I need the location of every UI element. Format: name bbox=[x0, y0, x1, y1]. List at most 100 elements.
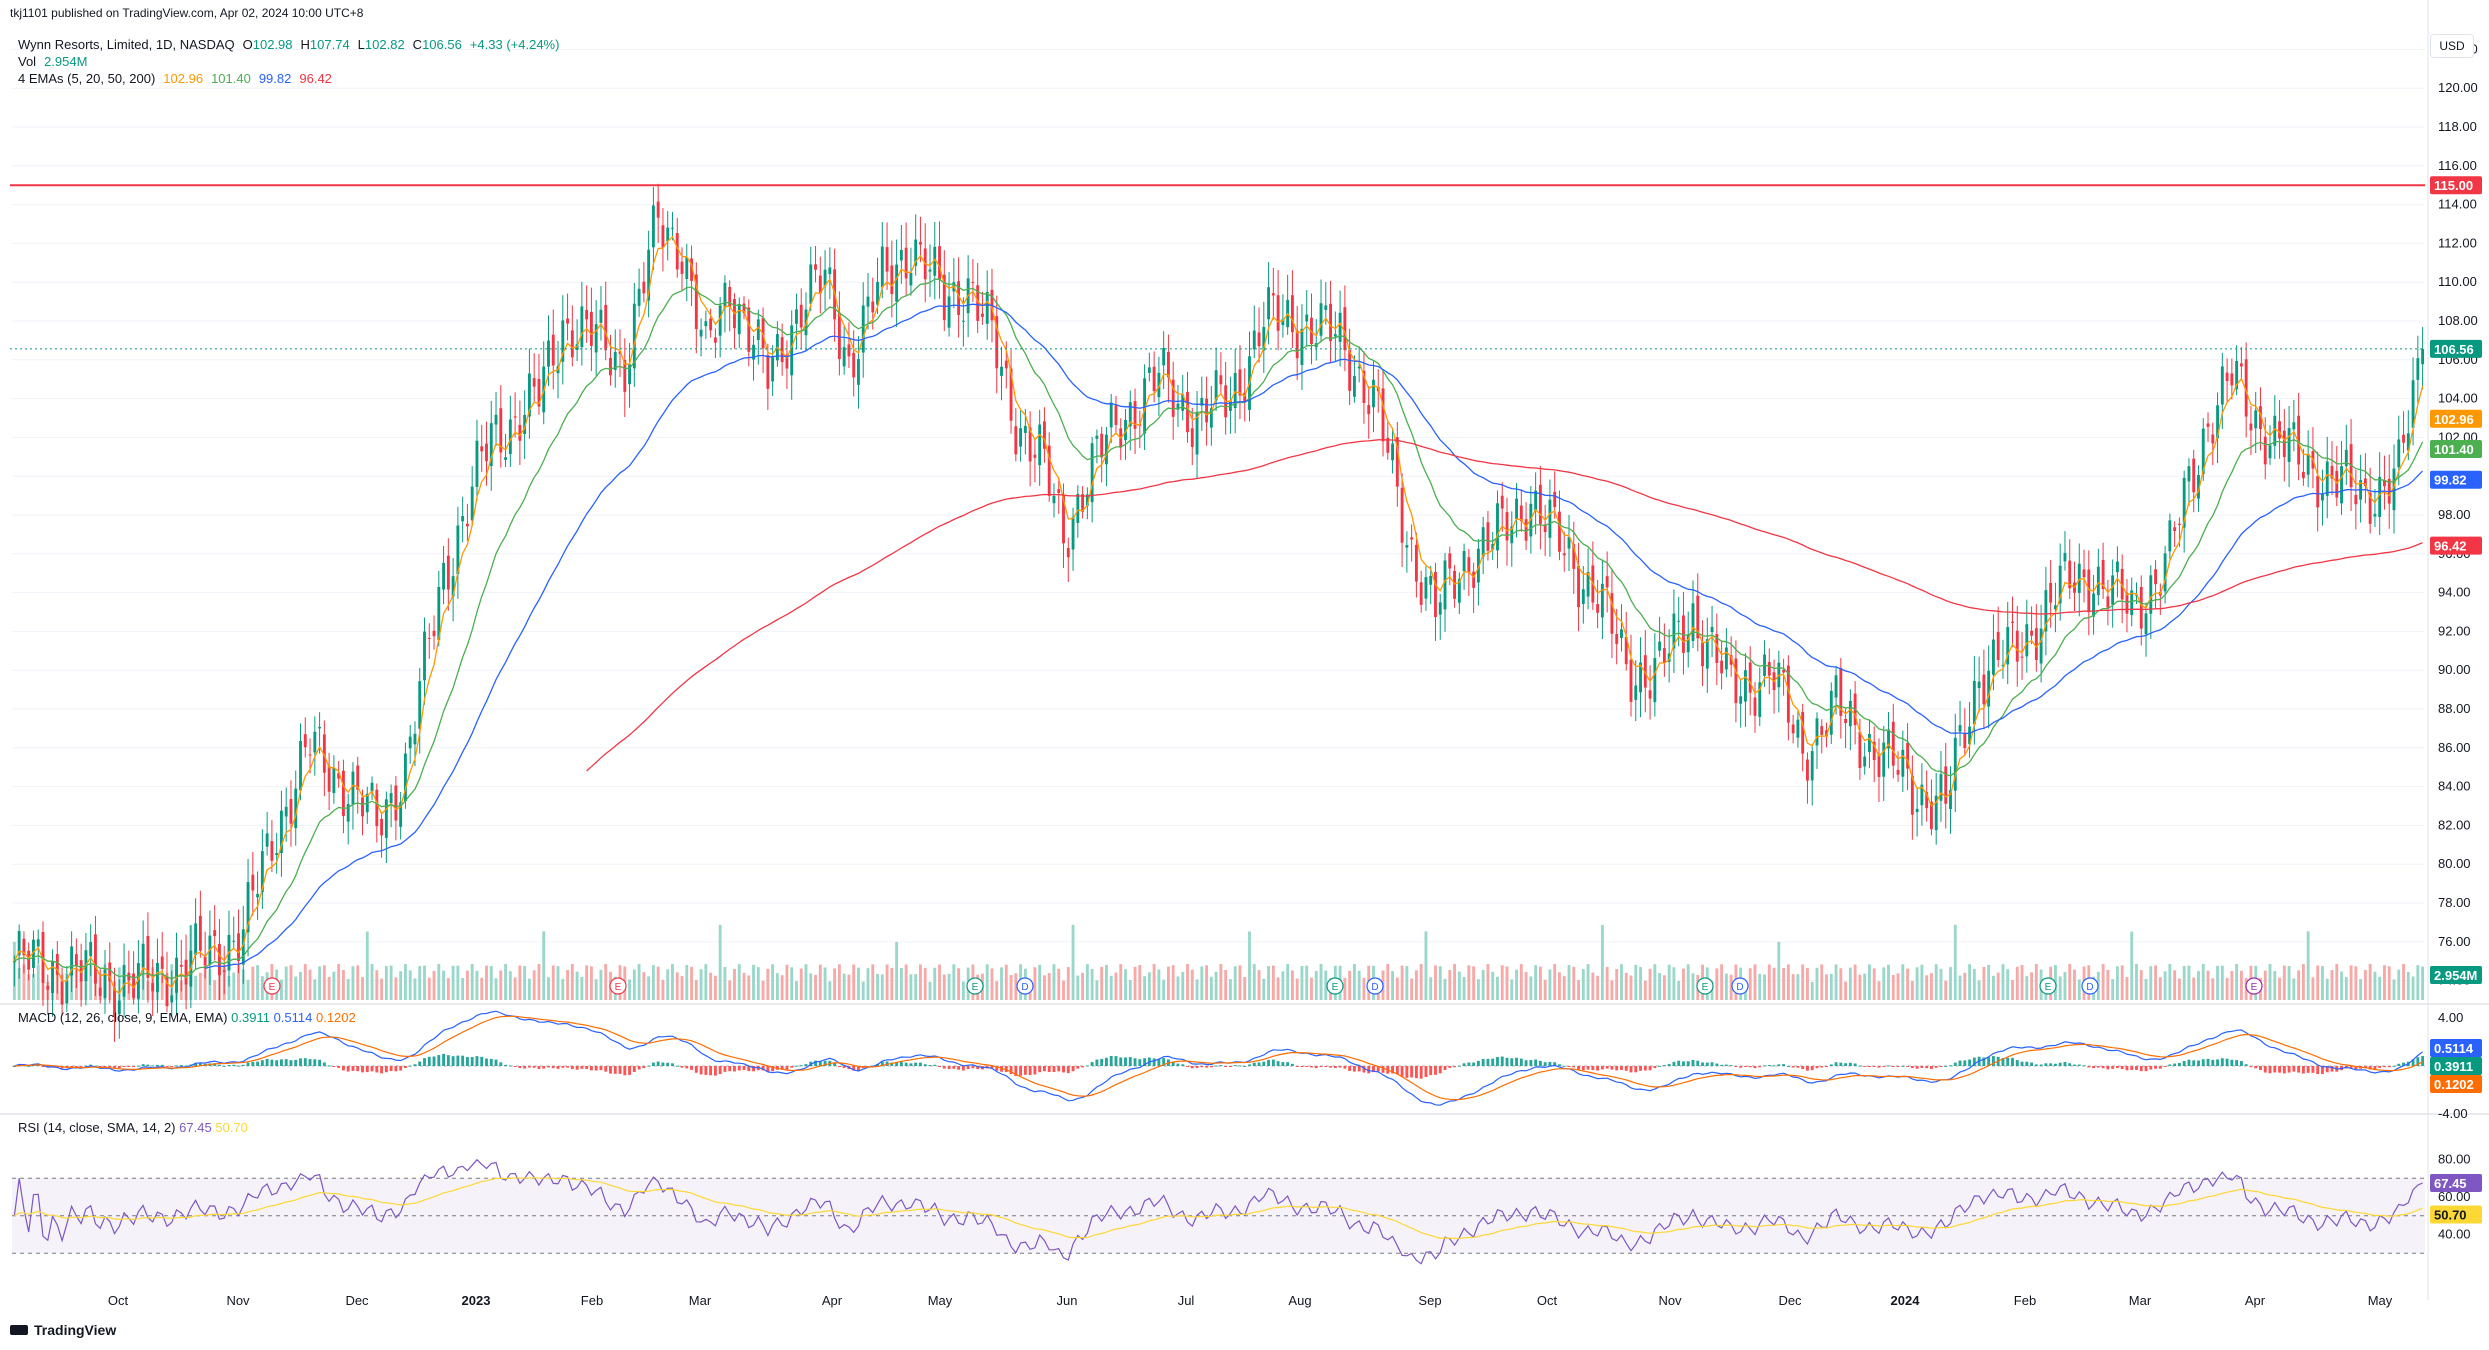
macd-histogram-bar bbox=[1720, 1064, 1724, 1066]
volume-bar bbox=[1152, 964, 1156, 1000]
macd-histogram-bar bbox=[1090, 1062, 1094, 1066]
macd-histogram-bar bbox=[2144, 1066, 2148, 1072]
candle-body bbox=[1934, 795, 1938, 831]
price-axis-label: 80.00 bbox=[2438, 856, 2471, 871]
macd-histogram-bar bbox=[1405, 1066, 1409, 1078]
candle-body bbox=[260, 851, 264, 893]
volume-bar bbox=[1238, 965, 1242, 1000]
price-axis-label: 120.00 bbox=[2438, 80, 2478, 95]
volume-bar bbox=[699, 969, 703, 1000]
candle-body bbox=[628, 364, 631, 385]
macd-histogram-bar bbox=[709, 1066, 713, 1076]
volume-bar bbox=[284, 966, 288, 1000]
macd-histogram-bar bbox=[1252, 1062, 1256, 1066]
macd-histogram-bar bbox=[1057, 1066, 1061, 1072]
candle-body bbox=[1939, 774, 1943, 801]
volume-bar bbox=[713, 975, 717, 1000]
volume-bar bbox=[1848, 967, 1852, 1000]
candle-body bbox=[380, 818, 384, 836]
candle-body bbox=[1019, 428, 1023, 447]
macd-histogram-bar bbox=[2111, 1066, 2115, 1069]
candle-body bbox=[2006, 627, 2010, 665]
macd-histogram-bar bbox=[990, 1066, 994, 1069]
macd-histogram-bar bbox=[2106, 1066, 2110, 1070]
volume-bar bbox=[2349, 965, 2353, 1000]
candle-body bbox=[346, 803, 350, 822]
volume-bar bbox=[1004, 964, 1008, 1000]
macd-histogram-bar bbox=[394, 1066, 398, 1072]
macd-histogram-bar bbox=[303, 1058, 307, 1066]
close-label: C bbox=[412, 37, 423, 52]
candle-body bbox=[585, 309, 589, 320]
candle-body bbox=[818, 275, 822, 294]
rsi-label[interactable]: RSI (14, close, SMA, 14, 2) bbox=[18, 1120, 176, 1135]
macd-histogram-bar bbox=[2316, 1066, 2320, 1075]
macd-value: 0.5114 bbox=[273, 1010, 313, 1025]
macd-histogram-bar bbox=[570, 1066, 574, 1070]
macd-histogram-bar bbox=[470, 1057, 474, 1066]
price-axis-label: 78.00 bbox=[2438, 895, 2471, 910]
macd-histogram-bar bbox=[403, 1066, 407, 1068]
macd-label[interactable]: MACD (12, 26, close, 9, EMA, EMA) bbox=[18, 1010, 228, 1025]
macd-histogram-bar bbox=[2006, 1057, 2010, 1066]
macd-histogram-bar bbox=[899, 1061, 903, 1066]
macd-histogram-bar bbox=[2068, 1063, 2072, 1066]
macd-histogram-bar bbox=[2034, 1064, 2038, 1066]
macd-histogram-bar bbox=[2330, 1066, 2334, 1072]
candle-body bbox=[1023, 425, 1027, 433]
candle-body bbox=[1734, 658, 1738, 704]
tradingview-logo[interactable]: TradingView bbox=[10, 1322, 116, 1338]
macd-histogram-bar bbox=[280, 1059, 283, 1066]
volume-bar bbox=[861, 981, 865, 1000]
volume-bar bbox=[2187, 965, 2191, 1000]
candle-body bbox=[141, 943, 145, 969]
candle-body bbox=[1615, 633, 1619, 644]
currency-button[interactable]: USD bbox=[2430, 34, 2474, 58]
macd-histogram-bar bbox=[923, 1064, 927, 1066]
candle-body bbox=[451, 576, 455, 597]
volume-bar bbox=[2158, 977, 2162, 1000]
macd-histogram-bar bbox=[823, 1060, 827, 1066]
macd-histogram-bar bbox=[1109, 1055, 1113, 1066]
candle-body bbox=[1696, 595, 1700, 639]
macd-histogram-bar bbox=[580, 1066, 584, 1069]
candle-body bbox=[89, 942, 93, 957]
macd-histogram-bar bbox=[1033, 1066, 1037, 1075]
volume-bar bbox=[1534, 965, 1538, 1000]
volume-bar bbox=[1796, 974, 1800, 1000]
macd-histogram-bar bbox=[542, 1066, 546, 1069]
macd-histogram-bar bbox=[1133, 1058, 1137, 1066]
macd-histogram-bar bbox=[685, 1066, 689, 1069]
candle-body bbox=[1977, 681, 1981, 689]
macd-histogram-bar bbox=[1529, 1059, 1533, 1066]
volume-bar bbox=[1949, 967, 1952, 1000]
symbol-title[interactable]: Wynn Resorts, Limited, 1D, NASDAQ bbox=[18, 37, 235, 52]
volume-label[interactable]: Vol bbox=[18, 54, 37, 69]
event-marker-label: E bbox=[2045, 982, 2052, 993]
macd-histogram-bar bbox=[98, 1066, 102, 1067]
macd-histogram-bar bbox=[1624, 1066, 1628, 1071]
event-marker bbox=[2245, 977, 2263, 995]
ema-label[interactable]: 4 EMAs (5, 20, 50, 200) bbox=[18, 71, 156, 86]
candle-body bbox=[480, 446, 484, 452]
candle-body bbox=[2130, 590, 2134, 616]
macd-histogram-bar bbox=[2163, 1066, 2167, 1067]
volume-bar bbox=[1085, 964, 1089, 1000]
volume-bar bbox=[580, 976, 584, 1000]
candle-body bbox=[1691, 603, 1695, 641]
candle-body bbox=[1443, 560, 1447, 610]
volume-bar bbox=[1643, 980, 1647, 1000]
volume-bar bbox=[1314, 971, 1318, 1000]
candle-body bbox=[65, 980, 69, 1004]
volume-bar bbox=[837, 964, 841, 1000]
macd-histogram-bar bbox=[1906, 1066, 1910, 1067]
macd-histogram-bar bbox=[2230, 1059, 2234, 1066]
volume-bar bbox=[1715, 968, 1719, 1000]
candle-body bbox=[399, 802, 403, 827]
volume-bar bbox=[198, 972, 202, 1000]
candle-body bbox=[108, 962, 112, 982]
candle-body bbox=[51, 961, 54, 993]
macd-histogram-bar bbox=[1052, 1066, 1056, 1072]
candle-body bbox=[1524, 519, 1528, 541]
candle-body bbox=[146, 935, 150, 978]
